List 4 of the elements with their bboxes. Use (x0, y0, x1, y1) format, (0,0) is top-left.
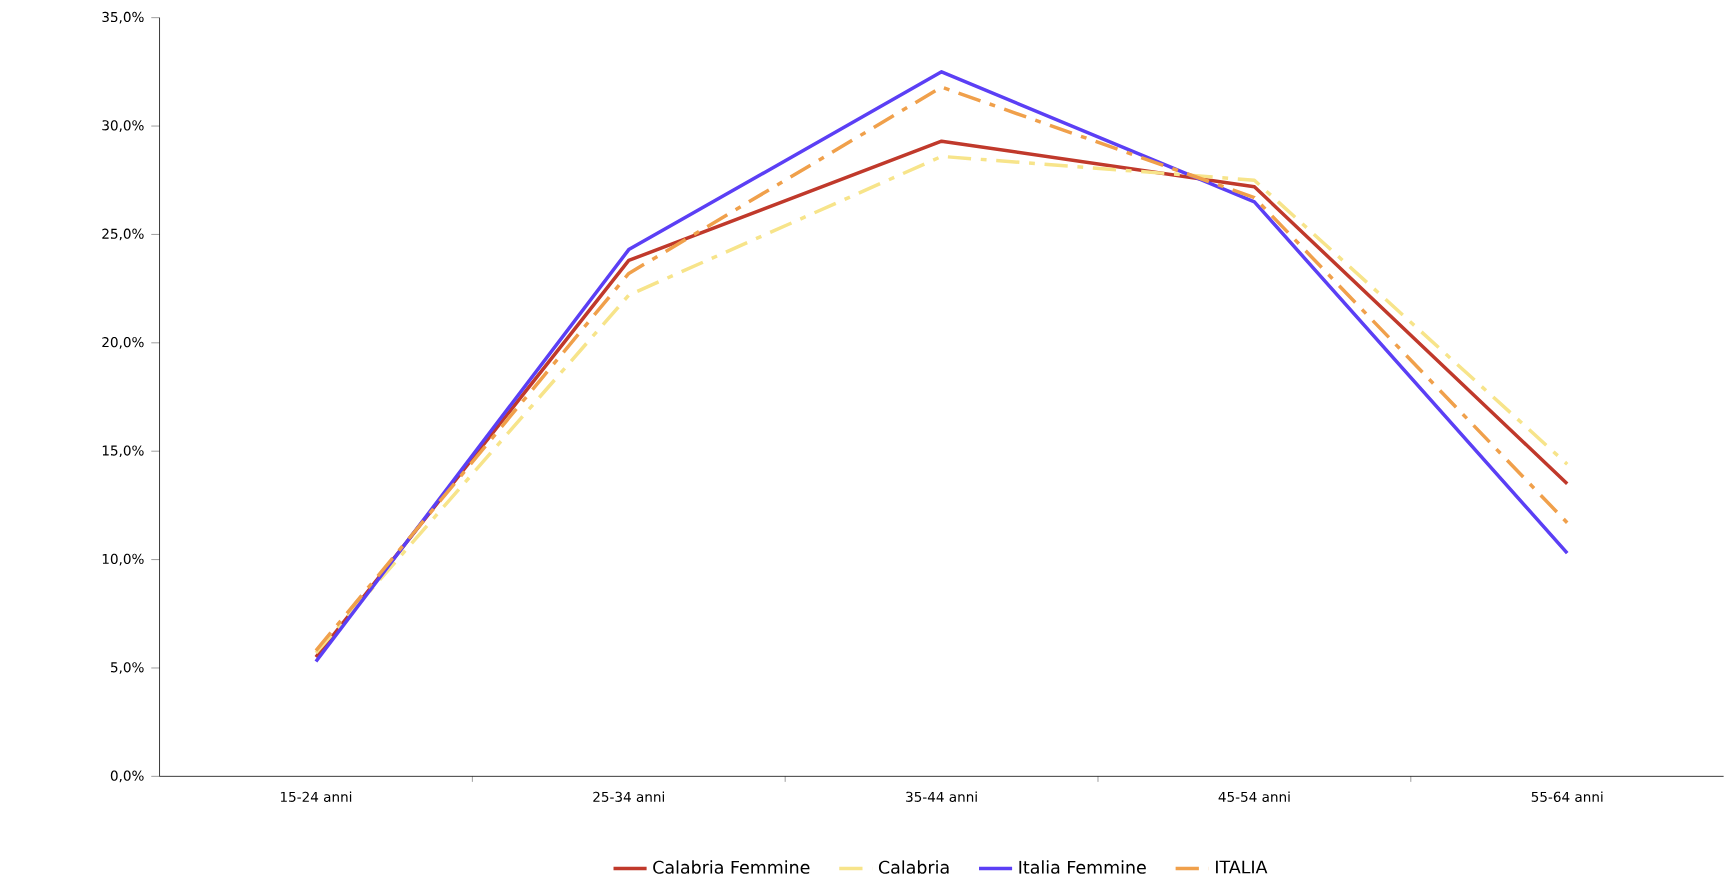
legend-label: Calabria Femmine (653, 860, 810, 874)
legend-label: Italia Femmine (1019, 860, 1146, 874)
legend-label: Calabria (878, 860, 949, 874)
legend-label: ITALIA (1216, 860, 1268, 874)
